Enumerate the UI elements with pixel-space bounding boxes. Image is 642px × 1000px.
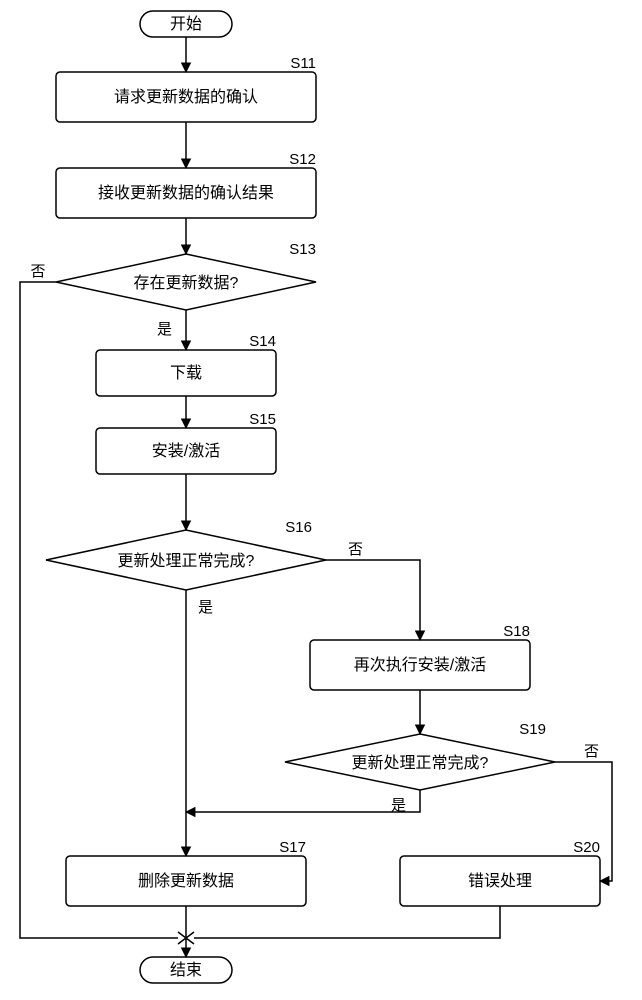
edge-s19-s17 <box>186 790 420 812</box>
s12-step: S12 <box>289 151 316 168</box>
s18-step: S18 <box>503 623 530 640</box>
s15-step: S15 <box>249 411 276 428</box>
s19-yes-label: 是 <box>391 797 406 814</box>
node-s20: 错误处理 S20 <box>400 839 600 906</box>
s16-text: 更新处理正常完成? <box>118 552 255 570</box>
edge-s16-s18 <box>326 560 420 640</box>
s11-step: S11 <box>290 55 316 72</box>
s19-text: 更新处理正常完成? <box>352 754 489 772</box>
s18-text: 再次执行安装/激活 <box>354 656 486 674</box>
s13-text: 存在更新数据? <box>134 274 239 292</box>
s20-step: S20 <box>573 839 600 856</box>
s19-step: S19 <box>519 721 546 738</box>
s17-text: 删除更新数据 <box>138 872 234 890</box>
s14-text: 下载 <box>170 364 202 382</box>
s16-yes-label: 是 <box>198 599 213 616</box>
s16-step: S16 <box>285 519 312 536</box>
s14-step: S14 <box>249 333 276 350</box>
s20-text: 错误处理 <box>468 872 532 890</box>
s16-no-label: 否 <box>348 541 363 558</box>
s17-step: S17 <box>279 839 306 856</box>
s13-yes-label: 是 <box>157 321 172 338</box>
start-label: 开始 <box>170 15 202 33</box>
s11-text: 请求更新数据的确认 <box>114 88 258 106</box>
node-end: 结束 <box>140 957 232 983</box>
s12-text: 接收更新数据的确认结果 <box>98 184 274 202</box>
node-start: 开始 <box>140 11 232 37</box>
edge-s20-end <box>194 906 500 938</box>
end-label: 结束 <box>170 961 202 979</box>
flowchart-canvas: 开始 请求更新数据的确认 S11 接收更新数据的确认结果 S12 存在更新数据?… <box>0 0 642 1000</box>
s19-no-label: 否 <box>584 743 599 760</box>
s13-step: S13 <box>289 241 316 258</box>
s15-text: 安装/激活 <box>152 442 220 460</box>
s13-no-label: 否 <box>30 263 45 280</box>
